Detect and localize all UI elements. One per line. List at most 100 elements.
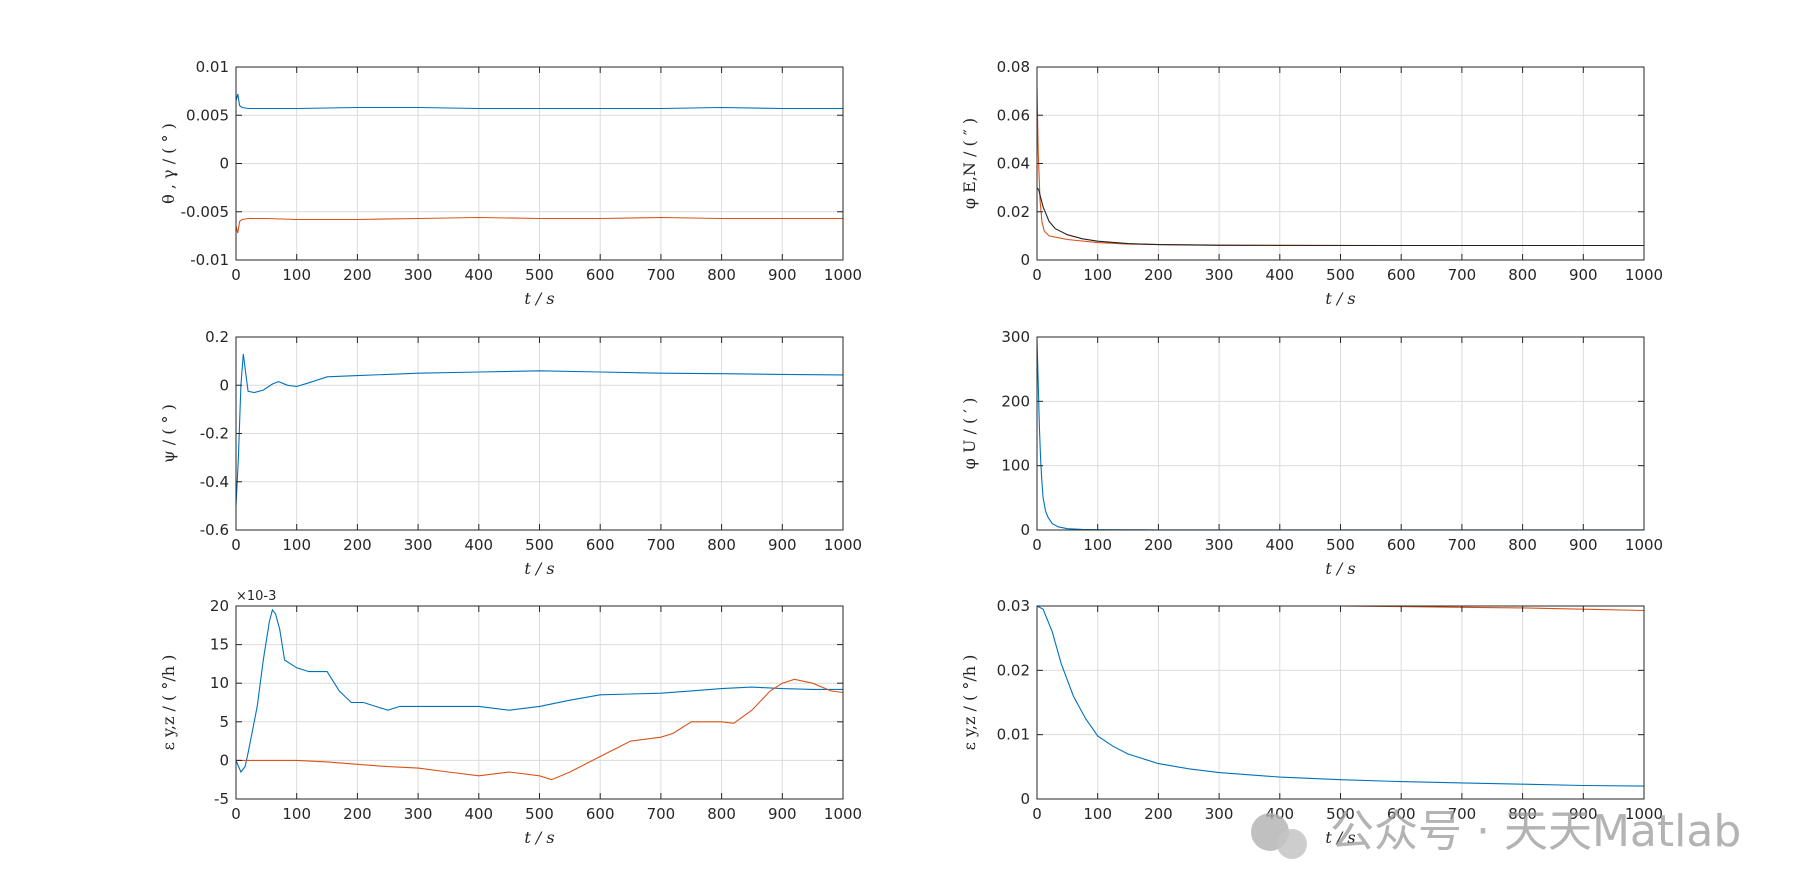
y-tick-label: 0.08 [997,58,1030,76]
y-tick-label: 0.01 [196,58,229,76]
x-tick-label: 1000 [824,805,862,823]
x-tick-label: 800 [707,805,736,823]
y-tick-label: 10 [210,674,229,692]
x-tick-label: 300 [1205,805,1234,823]
x-tick-label: 300 [1205,266,1234,284]
x-tick-label: 100 [1083,536,1112,554]
y-tick-label: -5 [214,790,229,808]
x-tick-label: 600 [1387,266,1416,284]
x-tick-label: 100 [282,805,311,823]
y-axis-label: θ , γ / ( ° ) [159,123,178,204]
x-tick-label: 700 [647,805,676,823]
x-tick-label: 500 [525,266,554,284]
x-tick-label: 1000 [824,536,862,554]
x-tick-label: 600 [586,266,615,284]
y-tick-label: -0.2 [200,425,229,443]
y-tick-label: 0 [219,751,229,769]
x-tick-label: 900 [1569,805,1598,823]
watermark-text: 公众号 · 天天Matlab [1330,806,1741,857]
x-tick-label: 900 [768,805,797,823]
x-tick-label: 900 [1569,536,1598,554]
x-tick-label: 900 [768,536,797,554]
x-tick-label: 600 [1387,805,1416,823]
series-line--y [236,608,843,774]
series-line--z [236,678,843,781]
subplot-p5: 0 100 200 300 400 500 600 700 800 900 1000-5051015… [159,589,862,847]
subplot-p3: 0 100 200 300 400 500 600 700 800 900 1000 -0.6 -0.4… [159,328,862,578]
y-tick-label: 0.01 [997,726,1030,744]
x-tick-label: 500 [1326,266,1355,284]
x-tick-label: 100 [1083,266,1112,284]
subplot-p4: 0 100 200 300 400 500 600 700 800 900 1000 0 100 200 3… [960,328,1663,578]
x-tick-label: 100 [282,266,311,284]
y-tick-label: 0.06 [997,106,1030,124]
x-axis-label: t / s [1325,559,1355,578]
x-tick-label: 800 [1508,805,1537,823]
x-tick-label: 500 [525,536,554,554]
series-line-- [236,216,843,234]
x-tick-label: 0 [231,266,241,284]
series-line-- [236,353,843,506]
x-tick-label: 900 [1569,266,1598,284]
x-tick-label: 300 [404,536,433,554]
y-tick-label: 0 [1020,790,1030,808]
y-axis-label: ε y,z / ( °/h ) [960,655,979,751]
y-tick-label: 100 [1001,457,1030,475]
x-tick-label: 0 [231,805,241,823]
y-tick-label: 0 [1020,251,1030,269]
x-axis-label: t / s [1325,828,1355,847]
subplot-p2: 0 100 200 300 400 500 600 700 800 900 1000 0 0.02 0.0… [960,58,1663,308]
y-tick-label: -0.01 [190,251,229,269]
x-tick-label: 1000 [1625,266,1663,284]
y-tick-label: 0 [1020,521,1030,539]
x-tick-label: 500 [1326,536,1355,554]
x-tick-label: 500 [1326,805,1355,823]
y-tick-label: 0.2 [205,328,229,346]
x-tick-label: 600 [586,805,615,823]
y-tick-label: -0.6 [200,521,229,539]
y-tick-label: 200 [1001,392,1030,410]
x-tick-label: 600 [586,536,615,554]
y-tick-label: 0.04 [997,155,1030,173]
x-tick-label: 400 [464,536,493,554]
exponent-label: ×10-3 [236,589,276,604]
subplot-p6: 0 100 200 300 400 500 600 700 800 900 100000.010.0… [960,597,1663,847]
y-tick-label: 0 [219,376,229,394]
x-tick-label: 300 [404,805,433,823]
wechat-icon-bubble [1277,829,1307,859]
x-tick-label: 700 [1448,266,1477,284]
y-tick-label: 0.02 [997,203,1030,221]
x-tick-label: 1000 [824,266,862,284]
y-tick-label: 0.005 [186,106,229,124]
y-axis-label: ψ / ( ° ) [159,404,178,463]
x-tick-label: 800 [707,536,736,554]
x-tick-label: 200 [343,805,372,823]
x-tick-label: 800 [1508,266,1537,284]
x-tick-label: 100 [1083,805,1112,823]
x-tick-label: 400 [464,805,493,823]
x-tick-label: 0 [231,536,241,554]
x-tick-label: 400 [1265,536,1294,554]
x-tick-label: 200 [1144,805,1173,823]
x-tick-label: 1000 [1625,805,1663,823]
x-tick-label: 200 [343,266,372,284]
y-tick-label: 0.02 [997,661,1030,679]
x-tick-label: 800 [707,266,736,284]
x-tick-label: 700 [647,266,676,284]
x-tick-label: 700 [1448,536,1477,554]
y-axis-label: φ U / ( ′ ) [960,398,979,470]
x-tick-label: 300 [404,266,433,284]
series-line-- [236,93,843,110]
y-tick-label: 5 [219,713,229,731]
y-tick-label: -0.005 [181,203,229,221]
subplot-p1: 0 100 200 300 400 500 600 700 800 900 1000 -0.01 -0.… [159,58,862,308]
y-tick-label: 20 [210,597,229,615]
x-tick-label: 200 [343,536,372,554]
x-tick-label: 0 [1032,266,1042,284]
x-tick-label: 400 [1265,266,1294,284]
x-tick-label: 800 [1508,536,1537,554]
x-axis-label: t / s [1325,289,1355,308]
x-axis-label: t / s [524,828,554,847]
x-tick-label: 700 [1448,805,1477,823]
